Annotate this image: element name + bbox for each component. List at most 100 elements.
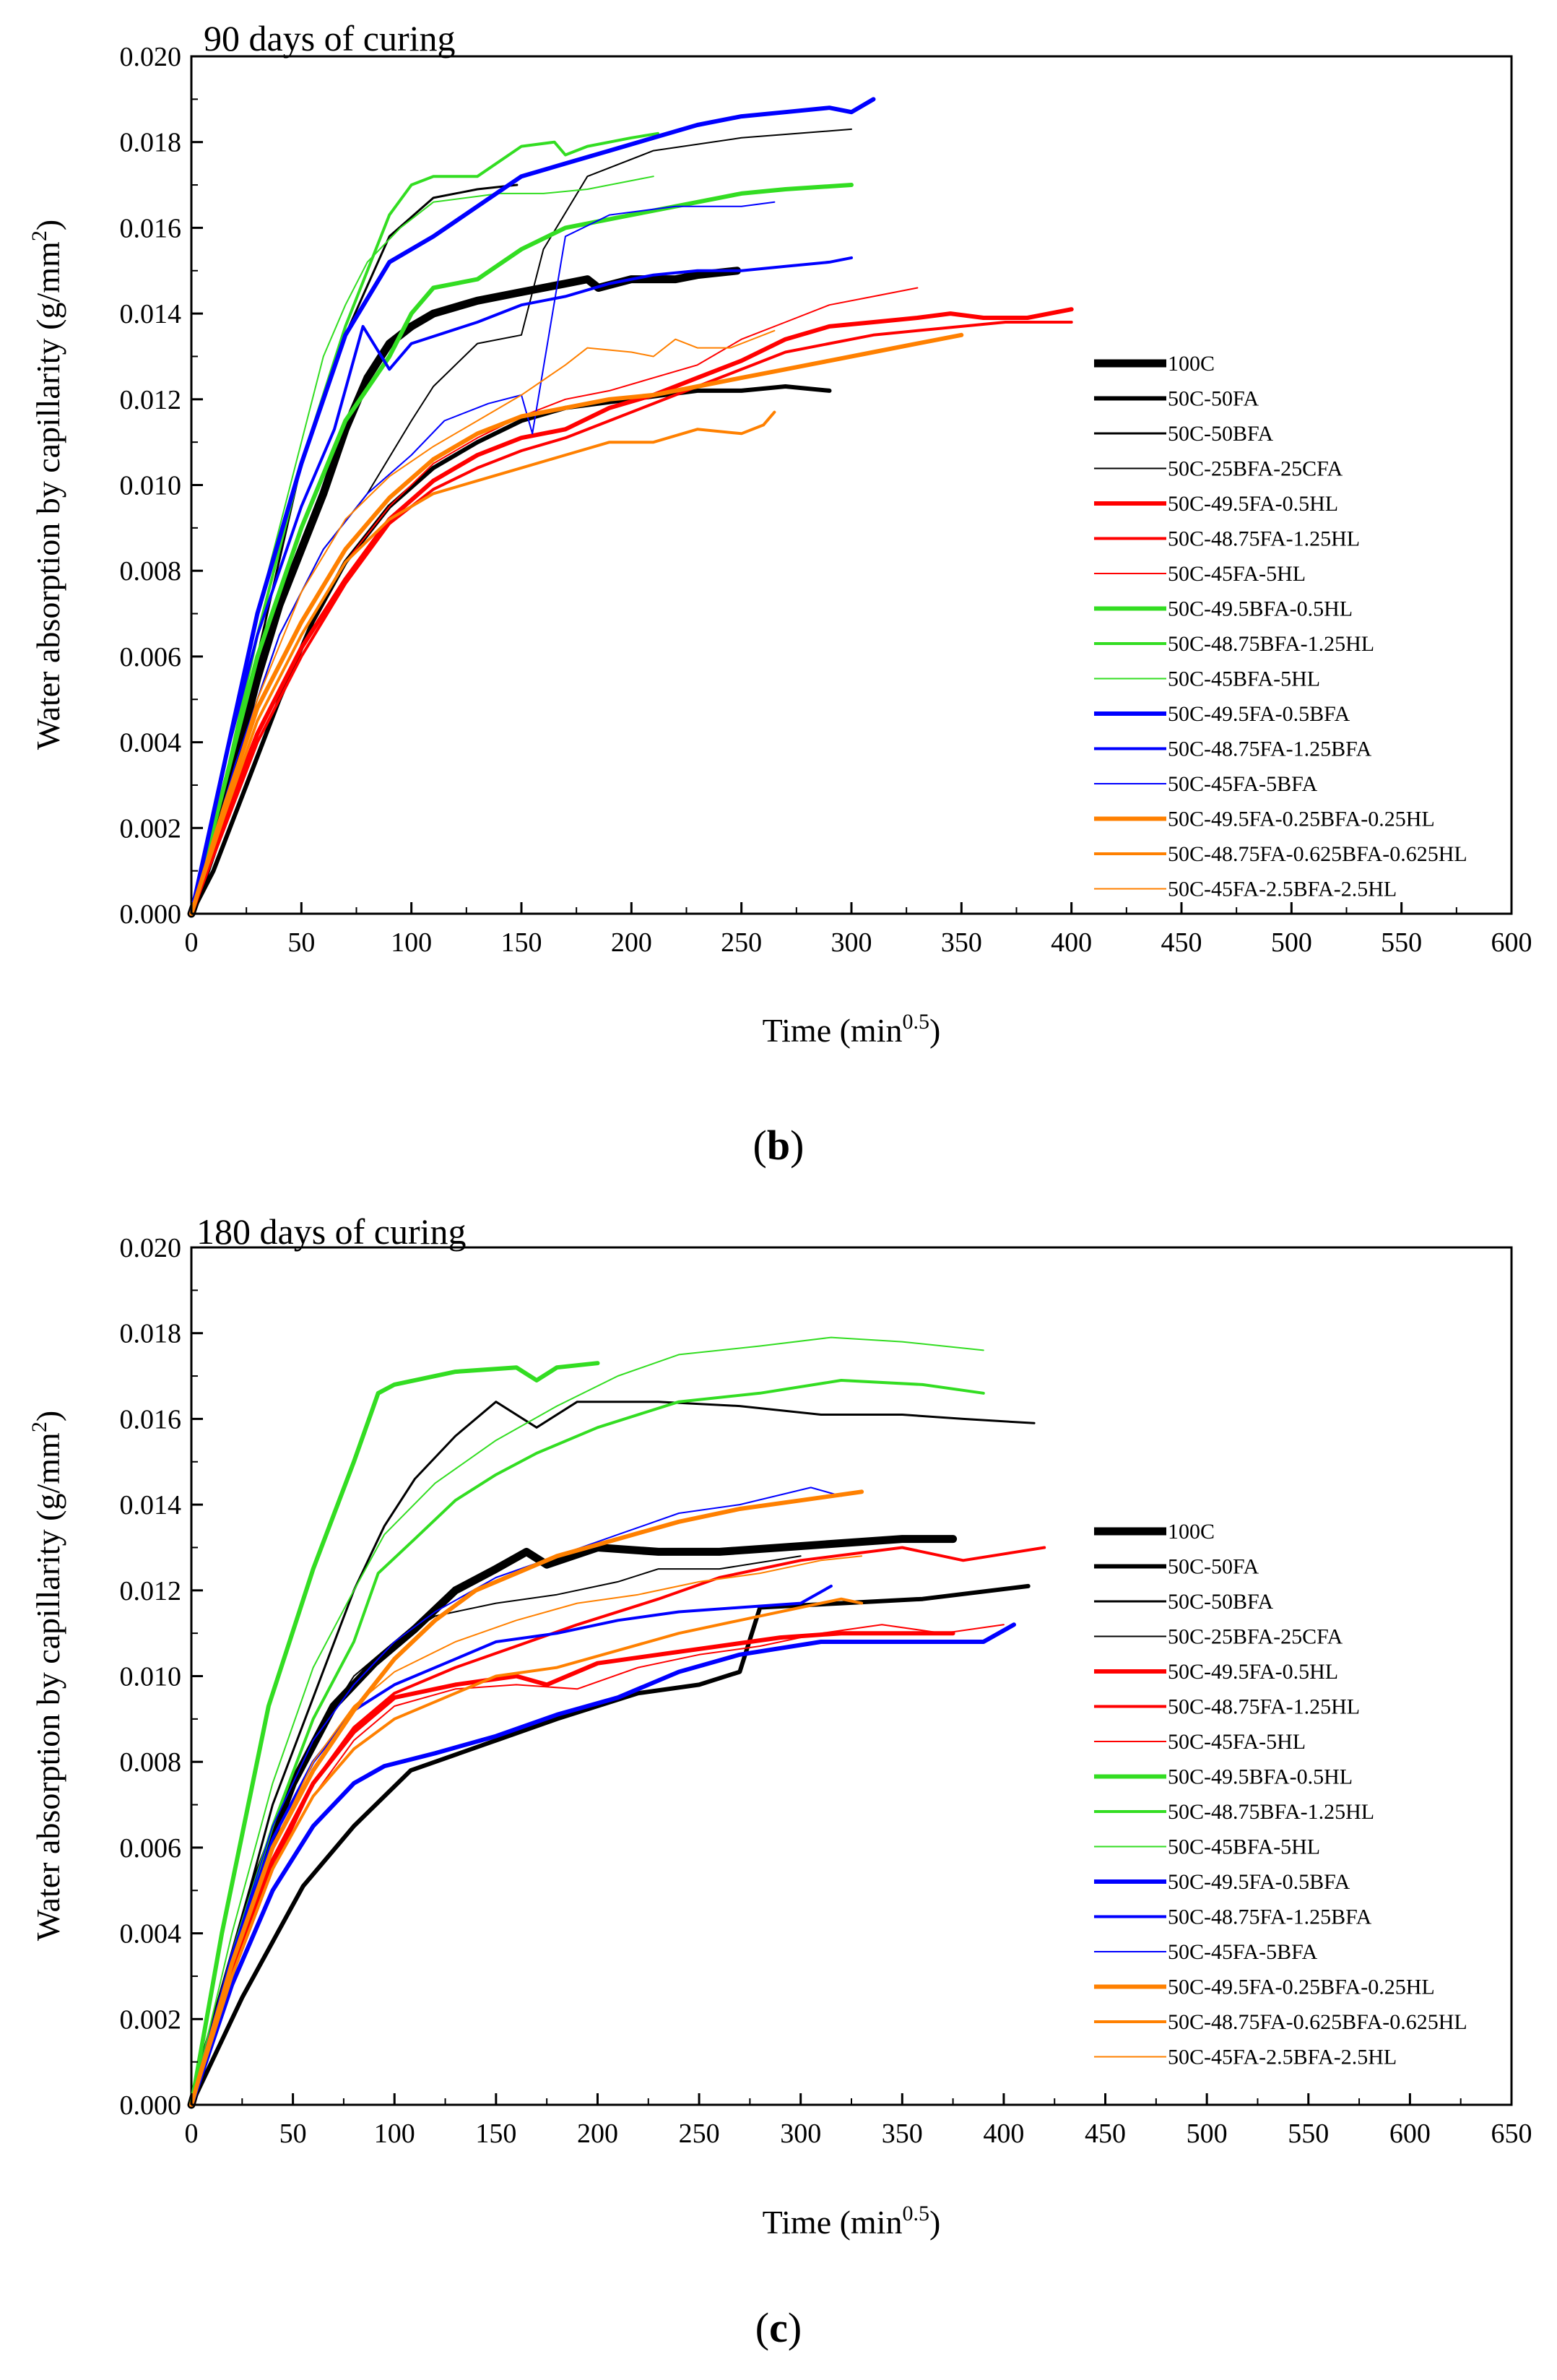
series-line-50C-50FA bbox=[189, 1583, 1031, 2107]
series-line-50C-48.75FA-1.25BFA bbox=[190, 1584, 833, 2106]
y-tick-label: 0.018 bbox=[120, 1319, 182, 1349]
series-layer bbox=[187, 97, 1074, 918]
x-tick-label: 500 bbox=[1271, 927, 1312, 958]
legend-label: 50C-48.75BFA-1.25HL bbox=[1168, 1800, 1374, 1824]
series-line-50C-45FA-5BFA bbox=[191, 1487, 842, 2106]
legend-label: 50C-48.75FA-1.25BFA bbox=[1168, 737, 1372, 761]
legend-label: 50C-45FA-2.5BFA-2.5HL bbox=[1168, 2046, 1397, 2069]
x-tick-label: 200 bbox=[577, 2119, 618, 2149]
panel-label-open: ( bbox=[753, 1122, 767, 1169]
x-tick-label: 0 bbox=[185, 2119, 199, 2149]
legend-label: 100C bbox=[1168, 1520, 1215, 1544]
panel-label-close: ) bbox=[790, 1122, 804, 1169]
y-tick-label: 0.016 bbox=[120, 213, 182, 243]
x-tick-label: 300 bbox=[831, 927, 872, 958]
chart-panel-b: 0 50 100 150 200 250 300 350 400 450 500 550 600 0.00… bbox=[27, 18, 1532, 1169]
series-layer bbox=[187, 1336, 1046, 2109]
series-line-50C-48.75BFA-1.25HL bbox=[190, 131, 659, 915]
y-tick-label: 0.000 bbox=[120, 2090, 182, 2121]
series-line-50C-49.5FA-0.25BFA-0.25HL bbox=[189, 1489, 864, 2107]
legend-label: 50C-48.75FA-0.625BFA-0.625HL bbox=[1168, 842, 1467, 866]
legend-label: 50C-49.5FA-0.25BFA-0.25HL bbox=[1168, 1976, 1435, 1999]
panel-label: (b) bbox=[753, 1122, 804, 1169]
series-line-50C-49.5BFA-0.5HL bbox=[189, 1361, 600, 2107]
x-tick-label: 500 bbox=[1187, 2119, 1228, 2149]
x-tick-label: 150 bbox=[501, 927, 542, 958]
x-tick-label: 350 bbox=[941, 927, 982, 958]
chart-title: 90 days of curing bbox=[204, 18, 456, 59]
y-tick-label: 0.014 bbox=[120, 1490, 182, 1520]
legend-label: 50C-45FA-5HL bbox=[1168, 562, 1306, 586]
series-line-50C-45FA-2.5BFA-2.5HL bbox=[191, 329, 776, 914]
y-tick-label: 0.008 bbox=[120, 1747, 182, 1778]
y-tick-label: 0.012 bbox=[120, 385, 182, 415]
y-tick-label: 0.008 bbox=[120, 556, 182, 587]
y-tick-label: 0.018 bbox=[120, 128, 182, 158]
x-axis-title-close: ) bbox=[929, 2204, 940, 2241]
y-axis-title: Water absorption by capillarity (g/mm2) bbox=[27, 1411, 66, 1941]
legend-label: 50C-48.75FA-1.25HL bbox=[1168, 1695, 1360, 1719]
legend-label: 50C-49.5BFA-0.5HL bbox=[1168, 1765, 1353, 1789]
x-tick-label: 550 bbox=[1288, 2119, 1329, 2149]
x-tick-label: 150 bbox=[475, 2119, 516, 2149]
legend-label: 50C-48.75FA-0.625BFA-0.625HL bbox=[1168, 2010, 1467, 2034]
y-tick-label: 0.020 bbox=[120, 42, 182, 72]
legend-label: 50C-50FA bbox=[1168, 387, 1259, 411]
y-tick-label: 0.004 bbox=[120, 1919, 182, 1950]
x-tick-label: 450 bbox=[1161, 927, 1202, 958]
panel-label-letter: c bbox=[769, 2304, 788, 2351]
legend-label: 50C-45BFA-5HL bbox=[1168, 667, 1320, 691]
panel-label-letter: b bbox=[767, 1122, 790, 1169]
y-axis-title-close: ) bbox=[30, 220, 66, 230]
x-tick-label: 550 bbox=[1381, 927, 1422, 958]
y-tick-label: 0.002 bbox=[120, 813, 182, 844]
panel-label-open: ( bbox=[755, 2304, 769, 2351]
y-axis-title-text: Water absorption by capillarity (g/mm bbox=[30, 1432, 66, 1941]
legend-label: 50C-49.5FA-0.5BFA bbox=[1168, 1870, 1350, 1894]
x-tick-label: 100 bbox=[374, 2119, 415, 2149]
x-tick-label: 100 bbox=[391, 927, 432, 958]
legend-label: 50C-49.5BFA-0.5HL bbox=[1168, 597, 1353, 621]
y-tick-label: 0.010 bbox=[120, 471, 182, 501]
x-axis-title: Time (min0.5) bbox=[763, 2202, 941, 2241]
x-tick-label: 50 bbox=[279, 2119, 307, 2149]
series-line-100C bbox=[187, 1535, 958, 2109]
legend-label: 100C bbox=[1168, 352, 1215, 376]
legend-label: 50C-25BFA-25CFA bbox=[1168, 1625, 1343, 1649]
y-axis-title: Water absorption by capillarity (g/mm2) bbox=[27, 220, 66, 750]
x-tick-label: 200 bbox=[611, 927, 652, 958]
y-tick-label: 0.010 bbox=[120, 1662, 182, 1692]
series-line-50C-50BFA bbox=[190, 1401, 1036, 2106]
series-line-50C-48.75FA-0.625BFA-0.625HL bbox=[190, 1597, 864, 2106]
x-tick-label: 350 bbox=[882, 2119, 923, 2149]
legend-label: 50C-45FA-5BFA bbox=[1168, 1940, 1318, 1964]
legend-label: 50C-48.75BFA-1.25HL bbox=[1168, 632, 1374, 656]
legend-label: 50C-45FA-5BFA bbox=[1168, 772, 1318, 796]
x-tick-label: 600 bbox=[1389, 2119, 1431, 2149]
tick-layer: 0 50 100 150 200 250 300 350 400 450 500 550 600 0.00… bbox=[120, 42, 1532, 958]
y-tick-label: 0.004 bbox=[120, 728, 182, 758]
legend-label: 50C-50FA bbox=[1168, 1555, 1259, 1579]
x-axis-title-sup: 0.5 bbox=[903, 1010, 930, 1034]
series-line-50C-49.5BFA-0.5HL bbox=[189, 183, 854, 916]
legend-label: 50C-45BFA-5HL bbox=[1168, 1835, 1320, 1859]
x-tick-label: 400 bbox=[983, 2119, 1024, 2149]
series-line-50C-49.5FA-0.25BFA-0.25HL bbox=[189, 332, 964, 916]
legend-label: 50C-45FA-5HL bbox=[1168, 1730, 1306, 1754]
series-line-50C-49.5FA-0.5BFA bbox=[189, 1622, 1016, 2107]
y-tick-label: 0.006 bbox=[120, 1833, 182, 1864]
y-tick-label: 0.014 bbox=[120, 299, 182, 329]
x-tick-label: 650 bbox=[1491, 2119, 1532, 2149]
y-tick-label: 0.002 bbox=[120, 2004, 182, 2035]
series-line-50C-48.75FA-0.625BFA-0.625HL bbox=[190, 410, 776, 915]
series-line-50C-48.75FA-1.25HL bbox=[190, 321, 1073, 915]
y-axis-title-sup: 2 bbox=[27, 1421, 51, 1432]
series-line-50C-49.5FA-0.5BFA bbox=[189, 97, 876, 916]
x-tick-label: 250 bbox=[721, 927, 762, 958]
legend-label: 50C-48.75FA-1.25HL bbox=[1168, 527, 1360, 551]
series-line-50C-45BFA-5HL bbox=[191, 1336, 984, 2106]
series-line-50C-49.5FA-0.5HL bbox=[189, 307, 1074, 916]
legend-label: 50C-49.5FA-0.5HL bbox=[1168, 492, 1338, 516]
